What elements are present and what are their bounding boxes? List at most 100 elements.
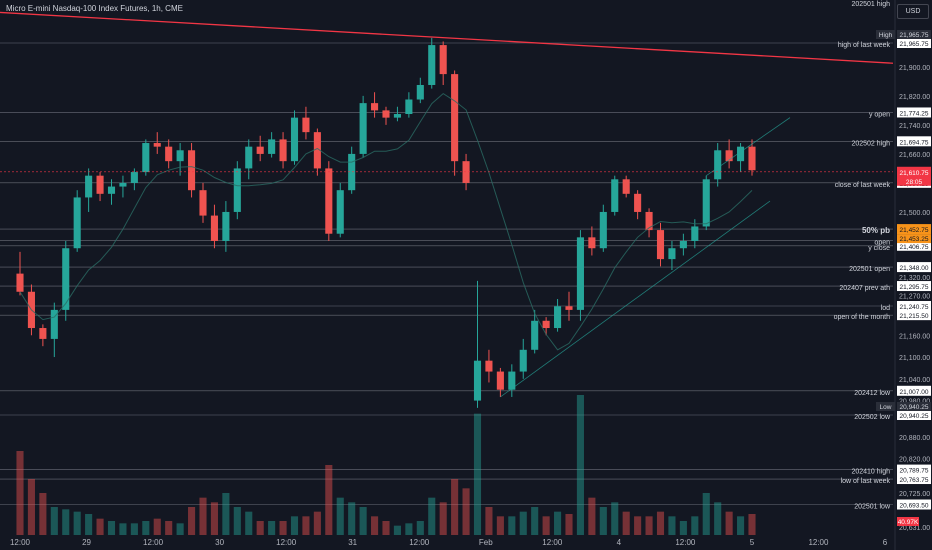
candle-body [416,84,424,100]
candle-body [405,99,413,115]
candle-body [176,150,184,162]
candle-body [634,193,642,212]
volume-bar [622,511,630,535]
candle-body [199,190,207,216]
volume-bar [107,521,116,535]
level-price-box [897,224,931,235]
x-axis-tick: 6 [883,538,888,547]
level-price-box [897,136,931,147]
candle-body [302,117,310,133]
candle-body [188,150,196,191]
candle-body [496,371,504,390]
level-price-box [897,385,931,396]
volume-bar [748,514,756,535]
volume-bar [737,516,745,535]
candle-body [210,215,218,241]
candle-body [611,179,619,212]
y-axis-tick: 21,500.00 [899,210,930,217]
level-label: 202412 low [854,390,891,397]
volume-bar [153,518,161,535]
volume-bar [39,493,47,535]
x-axis-tick: 12:00 [409,538,430,547]
channel-line-lower [500,200,771,398]
volume-bar [439,502,447,535]
volume-badge-text: 40.97K [898,519,919,526]
volume-bar [199,497,207,535]
level-label: 202407 prev ath [839,285,890,292]
price-tag-value: 20,940.25 [900,404,929,411]
candle-body [679,240,687,249]
volume-bar [348,502,356,535]
level-price-text: 21,348.00 [900,265,929,272]
volume-bar [222,493,230,535]
volume-bar [96,518,104,535]
level-label: 202502 low [854,414,891,421]
candle-body [62,248,70,310]
level-price-box [897,107,931,118]
candle-body [645,211,653,231]
current-price-text: 21,610.75 [900,170,929,177]
candle-body [462,161,470,183]
candle-body [439,45,447,75]
level-label: 202410 high [851,469,890,476]
y-axis-tick: 20,820.00 [899,457,930,464]
volume-bar [256,521,264,535]
volume-bar [462,488,470,535]
level-price-box [897,310,931,321]
y-axis-tick: 20,725.00 [899,491,930,498]
x-axis-tick: 12:00 [10,538,31,547]
y-axis-tick: 20,880.00 [899,435,930,442]
volume-bar [725,511,733,535]
candle-body [96,175,104,194]
volume-bar [382,521,390,535]
level-price-box [897,499,931,510]
level-price-box [897,281,931,292]
candle-body [588,237,596,249]
candle-body [73,197,81,249]
candle-body [50,309,58,339]
currency-selector[interactable]: USD [897,4,929,19]
volume-bar [496,516,504,535]
candle-body [348,153,356,191]
candle-body [393,114,401,118]
x-axis-tick: 5 [750,538,755,547]
volume-bar [588,497,596,535]
level-price-text: 20,693.50 [900,503,929,510]
volume-bar [634,516,642,535]
price-tag-badge [876,30,895,39]
level-label: high of last week [838,42,891,49]
volume-bar [336,497,344,535]
volume-bar [279,521,287,535]
secondary-price-box [897,234,931,244]
candle-body [714,150,722,180]
price-tag-value-box [897,30,931,39]
level-price-box [897,262,931,273]
level-price-text: 21,452.75 [900,227,929,234]
level-label: lod [881,305,890,312]
volume-bar [268,521,276,535]
volume-bar [554,511,562,535]
y-axis-tick: 21,160.00 [899,333,930,340]
candle-body [622,179,630,194]
countdown-text: 28:05 [906,179,923,186]
candle-body [599,211,607,249]
level-price-text: 21,406.75 [900,244,929,251]
y-axis-tick: 20,631.00 [899,525,930,532]
candle-body [256,146,264,154]
level-price-text: 21,007.00 [900,389,929,396]
volume-bar [428,497,436,535]
candle-body [519,349,527,372]
candle-body [119,182,127,187]
candle-body [565,306,573,310]
y-axis-tick: 21,660.00 [899,152,930,159]
candle-body [130,172,138,183]
volume-bar [691,516,699,535]
level-price-box [897,240,931,251]
x-axis-tick: 30 [215,538,224,547]
volume-bar [290,516,299,535]
volume-bar [393,525,401,535]
volume-bar [210,502,218,535]
candle-body [245,146,253,169]
level-price-box [897,38,931,48]
